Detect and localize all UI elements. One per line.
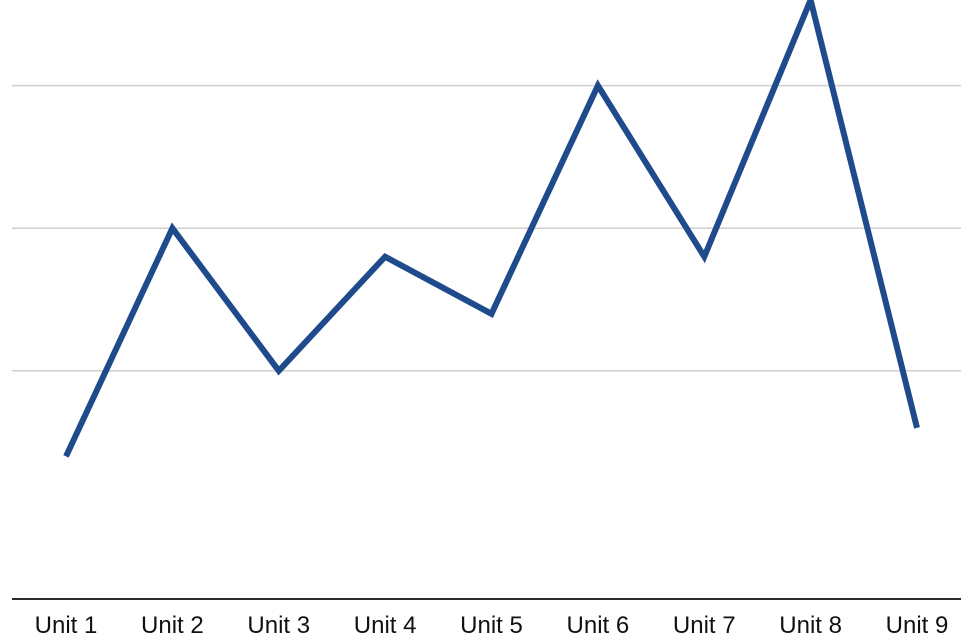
x-tick-label: Unit 2 <box>141 612 204 639</box>
gridlines <box>12 84 961 372</box>
x-tick-label: Unit 4 <box>354 612 417 639</box>
x-tick-label: Unit 8 <box>779 612 842 639</box>
x-tick-label: Unit 9 <box>886 612 949 639</box>
series-line-1 <box>63 0 920 458</box>
x-tick-label: Unit 6 <box>567 612 630 639</box>
x-tick-label: Unit 3 <box>247 612 310 639</box>
x-tick-label: Unit 7 <box>673 612 736 639</box>
series-group <box>63 0 920 458</box>
x-tick-label: Unit 5 <box>460 612 523 639</box>
x-tick-label: Unit 1 <box>35 612 98 639</box>
x-tick-labels: Unit 1 Unit 2 Unit 3 Unit 4 Unit 5 Unit 6 Unit… <box>35 612 949 639</box>
